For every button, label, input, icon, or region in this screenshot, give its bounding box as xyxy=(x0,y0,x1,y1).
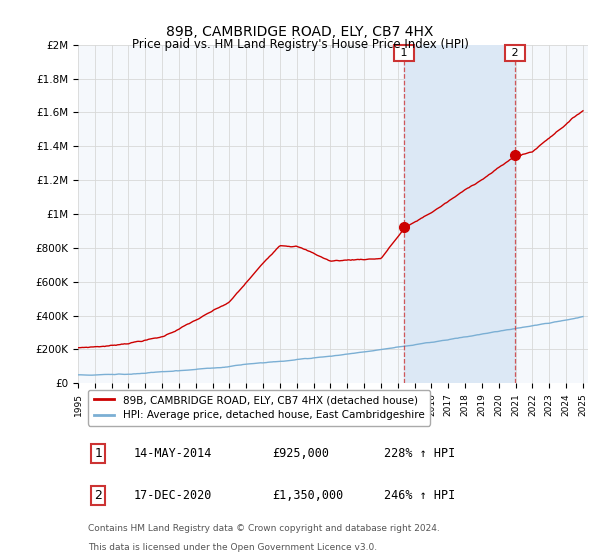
Text: Contains HM Land Registry data © Crown copyright and database right 2024.: Contains HM Land Registry data © Crown c… xyxy=(88,524,440,533)
Text: 17-DEC-2020: 17-DEC-2020 xyxy=(134,489,212,502)
Text: This data is licensed under the Open Government Licence v3.0.: This data is licensed under the Open Gov… xyxy=(88,543,377,552)
Text: 89B, CAMBRIDGE ROAD, ELY, CB7 4HX: 89B, CAMBRIDGE ROAD, ELY, CB7 4HX xyxy=(166,25,434,39)
Text: Price paid vs. HM Land Registry's House Price Index (HPI): Price paid vs. HM Land Registry's House … xyxy=(131,38,469,51)
Text: 1: 1 xyxy=(397,48,411,58)
Text: £1,350,000: £1,350,000 xyxy=(272,489,343,502)
Text: 1: 1 xyxy=(94,447,103,460)
Text: 228% ↑ HPI: 228% ↑ HPI xyxy=(384,447,455,460)
Text: 2: 2 xyxy=(508,48,522,58)
Text: £925,000: £925,000 xyxy=(272,447,329,460)
Text: 2: 2 xyxy=(94,489,103,502)
Text: 246% ↑ HPI: 246% ↑ HPI xyxy=(384,489,455,502)
Text: 14-MAY-2014: 14-MAY-2014 xyxy=(134,447,212,460)
Bar xyxy=(404,45,515,383)
Legend: 89B, CAMBRIDGE ROAD, ELY, CB7 4HX (detached house), HPI: Average price, detached: 89B, CAMBRIDGE ROAD, ELY, CB7 4HX (detac… xyxy=(88,390,430,426)
